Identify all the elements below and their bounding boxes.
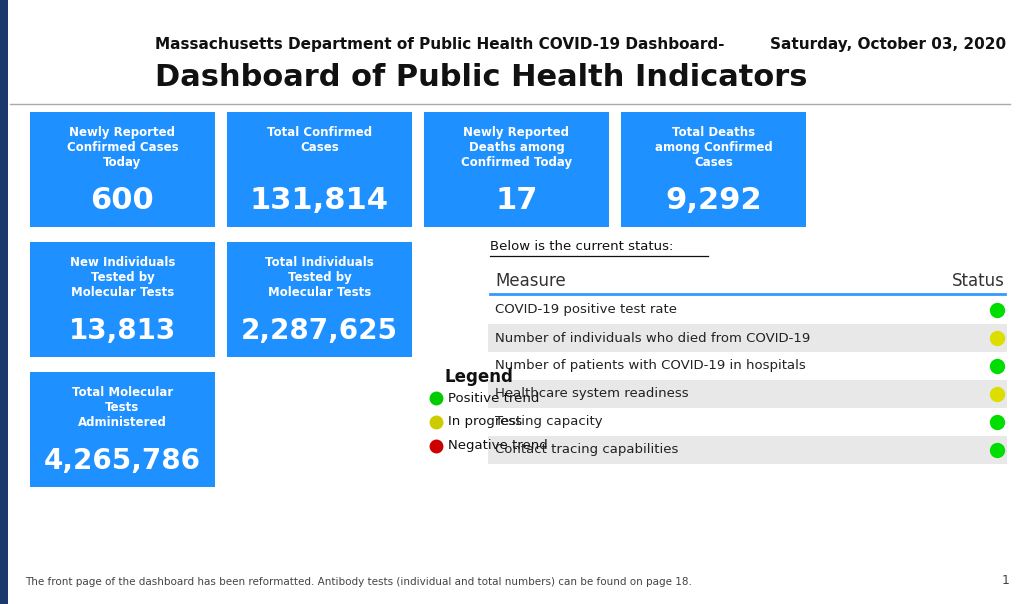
Text: Measure: Measure [494, 272, 566, 290]
Text: 17: 17 [495, 186, 537, 215]
FancyBboxPatch shape [0, 0, 8, 604]
Text: Number of individuals who died from COVID-19: Number of individuals who died from COVI… [494, 332, 809, 344]
Text: Dashboard of Public Health Indicators: Dashboard of Public Health Indicators [155, 63, 807, 92]
Text: Below is the current status:: Below is the current status: [489, 240, 673, 253]
Text: Positive trend: Positive trend [447, 391, 539, 405]
Text: 2,287,625: 2,287,625 [240, 317, 397, 345]
Text: Newly Reported
Deaths among
Confirmed Today: Newly Reported Deaths among Confirmed To… [461, 126, 572, 169]
Text: 131,814: 131,814 [250, 186, 388, 215]
FancyBboxPatch shape [30, 372, 215, 487]
FancyBboxPatch shape [227, 242, 412, 357]
Text: Healthcare system readiness: Healthcare system readiness [494, 388, 688, 400]
Text: Contact tracing capabilities: Contact tracing capabilities [494, 443, 678, 457]
Text: Number of patients with COVID-19 in hospitals: Number of patients with COVID-19 in hosp… [494, 359, 805, 373]
Text: In progress: In progress [447, 416, 522, 428]
Text: Newly Reported
Confirmed Cases
Today: Newly Reported Confirmed Cases Today [66, 126, 178, 169]
Text: Testing capacity: Testing capacity [494, 416, 602, 428]
Text: 600: 600 [91, 186, 154, 215]
Text: 4,265,786: 4,265,786 [44, 447, 201, 475]
FancyBboxPatch shape [30, 112, 215, 227]
Text: 13,813: 13,813 [69, 317, 176, 345]
Text: COVID-19 positive test rate: COVID-19 positive test rate [494, 303, 677, 316]
FancyBboxPatch shape [30, 242, 215, 357]
Text: Total Confirmed
Cases: Total Confirmed Cases [267, 126, 372, 154]
FancyBboxPatch shape [487, 436, 1006, 464]
Text: Total Deaths
among Confirmed
Cases: Total Deaths among Confirmed Cases [654, 126, 771, 169]
Text: Legend: Legend [444, 368, 513, 386]
Text: New Individuals
Tested by
Molecular Tests: New Individuals Tested by Molecular Test… [69, 256, 175, 299]
Text: Massachusetts Department of Public Health COVID-19 Dashboard-: Massachusetts Department of Public Healt… [155, 37, 723, 53]
Text: Total Molecular
Tests
Administered: Total Molecular Tests Administered [71, 386, 173, 429]
FancyBboxPatch shape [621, 112, 805, 227]
Text: 1: 1 [1001, 574, 1009, 587]
FancyBboxPatch shape [424, 112, 608, 227]
Text: Negative trend: Negative trend [447, 440, 547, 452]
Text: Saturday, October 03, 2020: Saturday, October 03, 2020 [769, 37, 1005, 53]
Text: The front page of the dashboard has been reformatted. Antibody tests (individual: The front page of the dashboard has been… [25, 577, 691, 587]
FancyBboxPatch shape [487, 380, 1006, 408]
Text: Status: Status [951, 272, 1004, 290]
Text: Total Individuals
Tested by
Molecular Tests: Total Individuals Tested by Molecular Te… [265, 256, 374, 299]
FancyBboxPatch shape [227, 112, 412, 227]
FancyBboxPatch shape [487, 324, 1006, 352]
Text: 9,292: 9,292 [664, 186, 761, 215]
